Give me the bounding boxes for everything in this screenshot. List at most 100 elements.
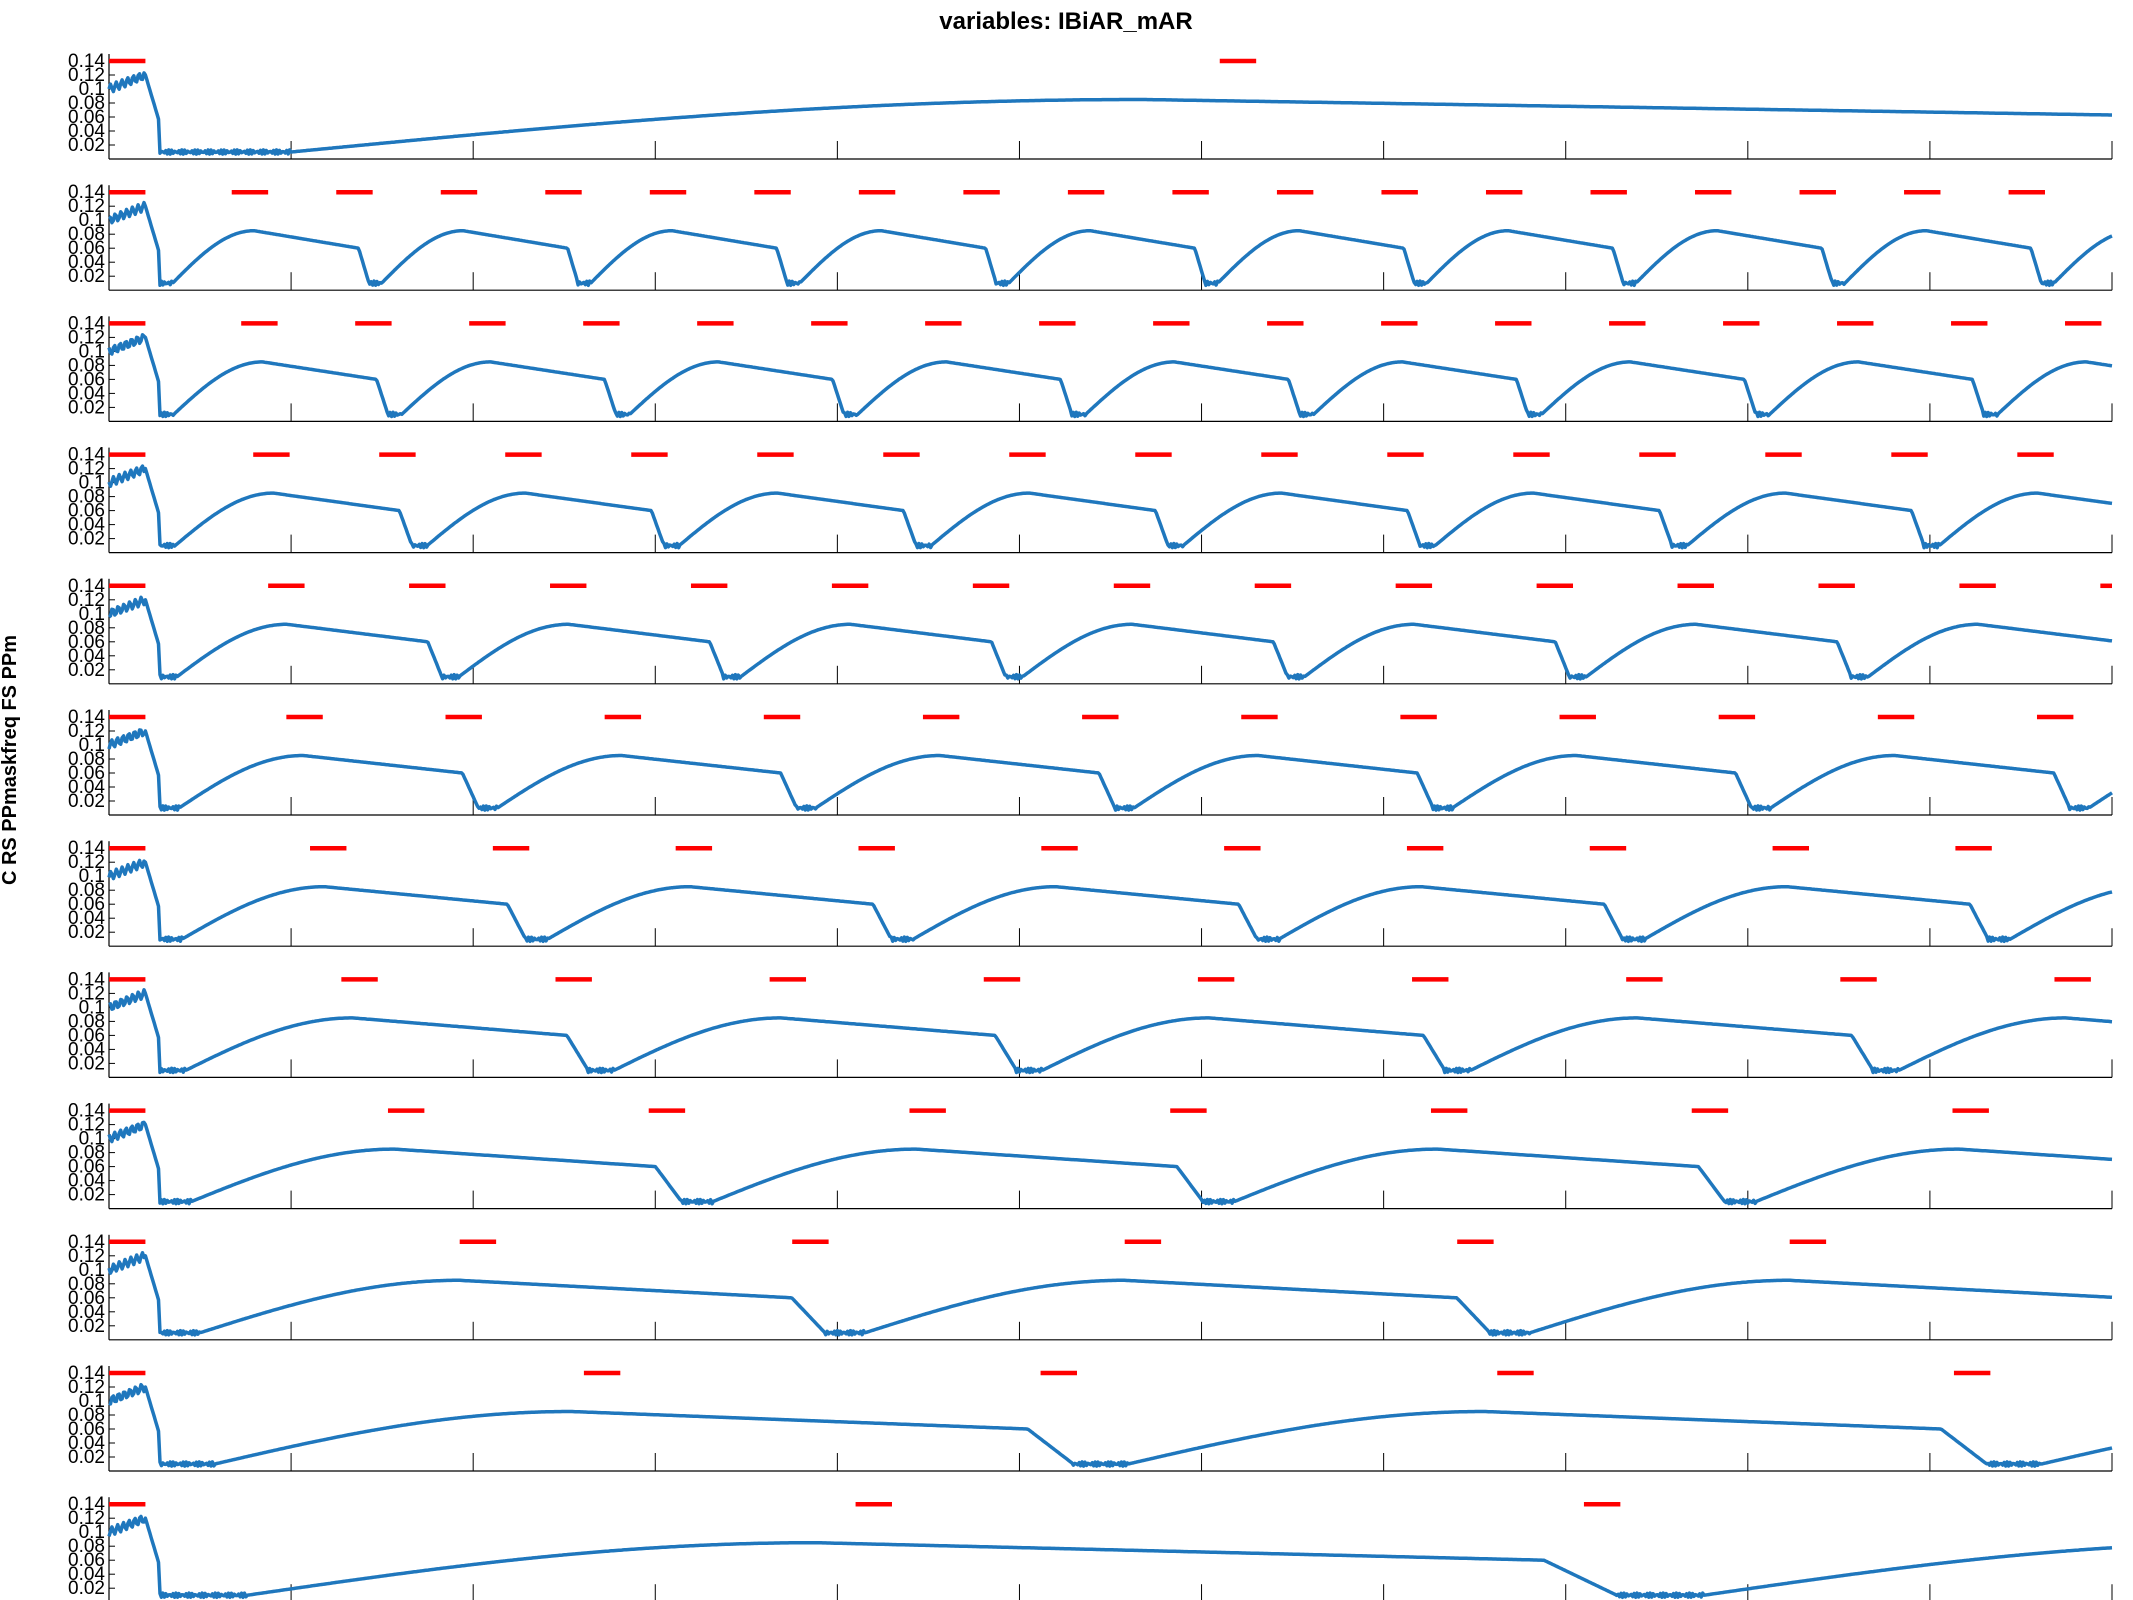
- y-tick-label: 0.14: [68, 1101, 105, 1122]
- response-trace: [108, 988, 2113, 1075]
- y-tick-label: 0.02: [68, 791, 105, 812]
- y-tick-label: 0.02: [68, 397, 105, 418]
- y-tick-label: 0.14: [68, 707, 105, 728]
- y-tick-label: 0.14: [68, 576, 105, 597]
- y-tick-label: 0.14: [68, 969, 105, 990]
- y-tick-label: 0.08: [68, 880, 105, 901]
- y-tick-label: 0.02: [68, 266, 105, 287]
- y-tick-label: 0.06: [68, 369, 105, 390]
- subplot-12: 0.020.040.060.080.10.120.14: [68, 1494, 2113, 1600]
- y-tick-label: 0.04: [68, 777, 105, 798]
- y-tick-label: 0.06: [68, 632, 105, 653]
- y-tick-label: 0.14: [68, 182, 105, 203]
- y-tick-label: 0.14: [68, 445, 105, 466]
- subplot-6: 0.020.040.060.080.10.120.14: [68, 707, 2113, 816]
- response-trace: [107, 858, 2113, 944]
- y-tick-label: 0.02: [68, 135, 105, 156]
- y-tick-label: 0.04: [68, 515, 105, 536]
- y-tick-label: 0.1: [79, 1260, 105, 1281]
- y-tick-label: 0.04: [68, 1564, 105, 1585]
- y-tick-label: 0.1: [79, 1522, 105, 1543]
- y-tick-label: 0.14: [68, 1363, 105, 1384]
- y-tick-label: 0.1: [79, 604, 105, 625]
- y-tick-label: 0.12: [68, 1246, 105, 1267]
- y-tick-label: 0.12: [68, 590, 105, 611]
- y-tick-label: 0.04: [68, 383, 105, 404]
- y-tick-label: 0.1: [79, 735, 105, 756]
- subplot-3: 0.020.040.060.080.10.120.14: [68, 313, 2113, 422]
- y-tick-label: 0.08: [68, 1536, 105, 1557]
- y-tick-label: 0.14: [68, 51, 105, 72]
- y-tick-label: 0.12: [68, 196, 105, 217]
- y-tick-label: 0.06: [68, 763, 105, 784]
- response-trace: [107, 595, 2113, 681]
- y-tick-label: 0.04: [68, 646, 105, 667]
- y-tick-label: 0.08: [68, 355, 105, 376]
- y-axis-label: C RS PPmaskfreq FS PPm: [0, 635, 21, 885]
- y-tick-label: 0.04: [68, 908, 105, 929]
- subplot-8: 0.020.040.060.080.10.120.14: [68, 969, 2113, 1079]
- y-tick-label: 0.06: [68, 1288, 105, 1309]
- y-tick-label: 0.04: [68, 1433, 105, 1454]
- y-tick-label: 0.08: [68, 93, 105, 114]
- y-tick-label: 0.02: [68, 1578, 105, 1599]
- y-tick-label: 0.12: [68, 327, 105, 348]
- subplot-stack: 0.020.040.060.080.10.120.140.020.040.060…: [68, 51, 2113, 1600]
- response-trace: [107, 728, 2113, 812]
- y-tick-label: 0.12: [68, 459, 105, 480]
- y-tick-label: 0.08: [68, 1143, 105, 1164]
- subplot-11: 0.020.040.060.080.10.120.14: [68, 1363, 2113, 1472]
- subplot-5: 0.020.040.060.080.10.120.14: [68, 576, 2113, 685]
- y-tick-label: 0.12: [68, 1377, 105, 1398]
- y-tick-label: 0.1: [79, 341, 105, 362]
- y-tick-label: 0.08: [68, 224, 105, 245]
- y-tick-label: 0.02: [68, 922, 105, 943]
- y-tick-label: 0.04: [68, 252, 105, 273]
- response-trace: [107, 1251, 2113, 1337]
- response-trace: [108, 1382, 2113, 1468]
- y-tick-label: 0.14: [68, 313, 105, 334]
- y-tick-label: 0.06: [68, 1025, 105, 1046]
- y-tick-label: 0.06: [68, 1550, 105, 1571]
- y-tick-label: 0.04: [68, 1171, 105, 1192]
- subplot-4: 0.020.040.060.080.10.120.14: [68, 445, 2113, 554]
- response-trace: [107, 1514, 2113, 1600]
- y-tick-label: 0.14: [68, 1494, 105, 1515]
- y-tick-label: 0.14: [68, 838, 105, 859]
- y-tick-label: 0.08: [68, 1274, 105, 1295]
- y-tick-label: 0.12: [68, 852, 105, 873]
- y-tick-label: 0.12: [68, 65, 105, 86]
- y-tick-label: 0.08: [68, 618, 105, 639]
- y-tick-label: 0.1: [79, 210, 105, 231]
- y-tick-label: 0.06: [68, 238, 105, 259]
- y-tick-label: 0.08: [68, 1011, 105, 1032]
- y-tick-label: 0.02: [68, 1185, 105, 1206]
- y-tick-label: 0.1: [79, 997, 105, 1018]
- y-tick-label: 0.04: [68, 121, 105, 142]
- y-tick-label: 0.1: [79, 1129, 105, 1150]
- y-tick-label: 0.02: [68, 529, 105, 550]
- y-tick-label: 0.06: [68, 894, 105, 915]
- subplot-10: 0.020.040.060.080.10.120.14: [68, 1232, 2113, 1341]
- subplot-9: 0.020.040.060.080.10.120.14: [68, 1101, 2113, 1210]
- y-tick-label: 0.06: [68, 1157, 105, 1178]
- y-tick-label: 0.1: [79, 79, 105, 100]
- y-tick-label: 0.1: [79, 473, 105, 494]
- y-tick-label: 0.02: [68, 1053, 105, 1074]
- y-tick-label: 0.08: [68, 749, 105, 770]
- y-tick-label: 0.12: [68, 1508, 105, 1529]
- response-trace: [107, 71, 2113, 156]
- y-tick-label: 0.12: [68, 1115, 105, 1136]
- response-trace: [107, 1120, 2113, 1206]
- response-trace: [108, 200, 2113, 288]
- y-tick-label: 0.12: [68, 983, 105, 1004]
- y-tick-label: 0.04: [68, 1302, 105, 1323]
- y-tick-label: 0.1: [79, 1391, 105, 1412]
- y-tick-label: 0.02: [68, 1316, 105, 1337]
- y-tick-label: 0.02: [68, 660, 105, 681]
- chart-title: variables: IBiAR_mAR: [939, 8, 1192, 35]
- y-tick-label: 0.04: [68, 1039, 105, 1060]
- subplot-7: 0.020.040.060.080.10.120.14: [68, 838, 2113, 947]
- y-tick-label: 0.06: [68, 1419, 105, 1440]
